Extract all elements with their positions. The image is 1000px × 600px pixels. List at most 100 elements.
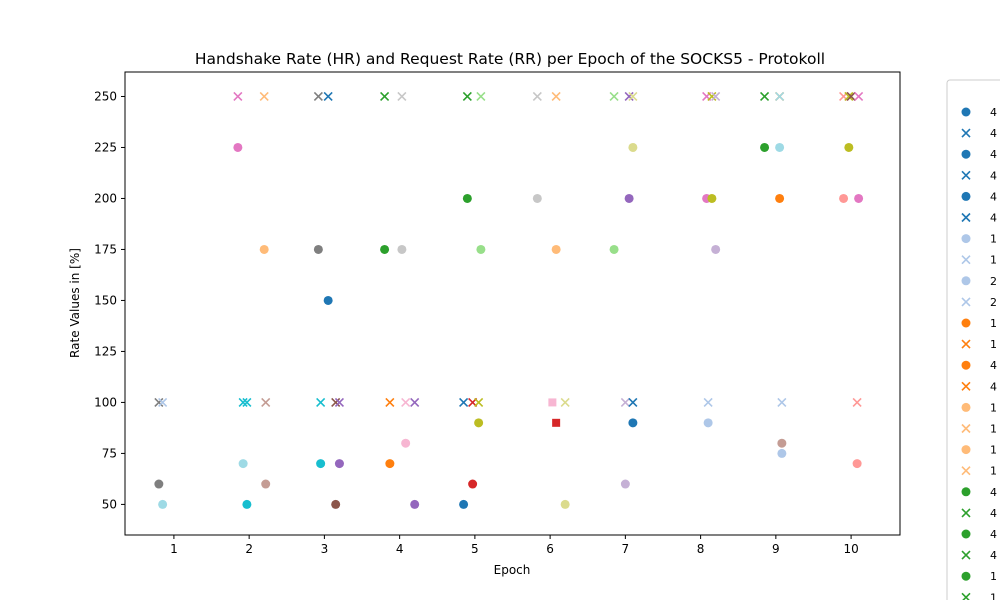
y-tick-label: 75	[102, 446, 117, 460]
legend-label: 1	[990, 338, 997, 351]
legend-label: 4	[990, 359, 997, 372]
data-point	[397, 244, 407, 254]
legend-label: 1	[990, 591, 997, 600]
data-point	[759, 91, 770, 102]
data-point	[628, 397, 638, 407]
data-point	[560, 499, 570, 509]
y-tick-label: 150	[94, 293, 117, 307]
data-point	[313, 91, 323, 102]
data-point	[468, 479, 478, 489]
x-tick-label: 2	[245, 542, 253, 556]
legend-label: 4	[990, 528, 997, 541]
x-tick-label: 7	[622, 542, 630, 556]
legend-marker	[961, 360, 971, 370]
legend-marker	[961, 149, 971, 159]
data-point	[703, 418, 713, 428]
data-point	[852, 397, 862, 407]
data-point	[261, 397, 271, 407]
legend-label: 4	[990, 190, 997, 203]
legend-label: 4	[990, 148, 997, 161]
legend-marker	[961, 107, 971, 117]
legend-label: 4	[990, 169, 997, 182]
data-point	[844, 142, 854, 152]
legend-label: 4	[990, 212, 997, 225]
plot-frame	[124, 71, 901, 536]
legend-label: 4	[990, 127, 997, 140]
y-tick-label: 250	[94, 89, 117, 103]
x-tick-label: 10	[843, 542, 858, 556]
legend-label: 4	[990, 106, 997, 119]
data-point	[548, 398, 557, 407]
data-point	[532, 91, 542, 102]
data-point	[259, 91, 269, 102]
legend-label: 1	[990, 233, 997, 246]
data-point	[410, 397, 420, 407]
data-point	[238, 397, 248, 407]
data-point	[242, 397, 252, 407]
data-point	[233, 91, 243, 102]
legend-label: 1	[990, 570, 997, 583]
legend-label: 4	[990, 380, 997, 393]
data-point	[459, 499, 469, 509]
data-point	[609, 91, 619, 102]
data-point	[476, 91, 486, 102]
y-axis-label: Rate Values in [%]	[68, 248, 82, 358]
data-point	[385, 397, 395, 407]
data-points	[154, 91, 864, 509]
legend-marker	[961, 191, 971, 201]
data-point	[331, 499, 341, 509]
legend-items: 4 4 4 4 4 4 1 1 2 2 1 1 4 4 1 1 1 1 4 4 4 4 1 1	[961, 106, 997, 600]
legend-marker	[961, 550, 971, 560]
legend-marker	[961, 529, 971, 539]
y-tick-label: 200	[94, 191, 117, 205]
data-point	[560, 397, 570, 407]
legend-label: 1	[990, 423, 997, 436]
data-point	[313, 244, 323, 254]
data-point	[624, 193, 634, 203]
legend-label: 1	[990, 444, 997, 457]
legend-label: 4	[990, 507, 997, 520]
data-point	[628, 418, 638, 428]
data-point	[410, 499, 420, 509]
data-point	[462, 193, 472, 203]
data-point	[462, 91, 472, 102]
data-point	[711, 244, 721, 254]
data-point	[620, 397, 630, 407]
x-axis: 1 2 3 4 5 6 7 8 9 10	[170, 535, 859, 556]
data-point	[777, 448, 787, 458]
y-tick-label: 175	[94, 242, 117, 256]
x-tick-label: 1	[170, 542, 178, 556]
legend-marker	[961, 423, 971, 434]
data-point	[459, 397, 469, 407]
data-point	[628, 142, 638, 152]
legend-marker	[961, 128, 971, 138]
data-point	[385, 459, 395, 469]
data-point	[624, 91, 634, 102]
legend: 4 4 4 4 4 4 1 1 2 2 1 1 4 4 1 1 1 1 4 4 4 4 1 1	[946, 79, 1000, 600]
data-point	[777, 438, 787, 448]
data-point	[474, 418, 484, 428]
y-tick-label: 100	[94, 395, 117, 409]
data-point	[380, 244, 390, 254]
data-point	[331, 397, 341, 407]
data-point	[775, 193, 785, 203]
plot-area: 1 2 3 4 5 6 7 8 9 10 50 75 100 125 150 175 200 225 250	[94, 71, 901, 556]
data-point	[532, 193, 542, 203]
data-point	[552, 418, 561, 427]
data-point	[261, 479, 271, 489]
legend-marker	[961, 445, 971, 455]
data-point	[609, 244, 619, 254]
data-point	[775, 142, 785, 152]
legend-marker	[961, 508, 971, 518]
legend-marker	[961, 318, 971, 328]
data-point	[474, 397, 484, 407]
data-point	[158, 397, 168, 407]
legend-label: 1	[990, 401, 997, 414]
legend-marker	[961, 255, 971, 265]
legend-label: 1	[990, 317, 997, 330]
legend-label: 2	[990, 275, 997, 288]
data-point	[620, 479, 630, 489]
data-point	[777, 397, 787, 407]
legend-marker	[961, 170, 971, 180]
data-point	[259, 244, 269, 254]
